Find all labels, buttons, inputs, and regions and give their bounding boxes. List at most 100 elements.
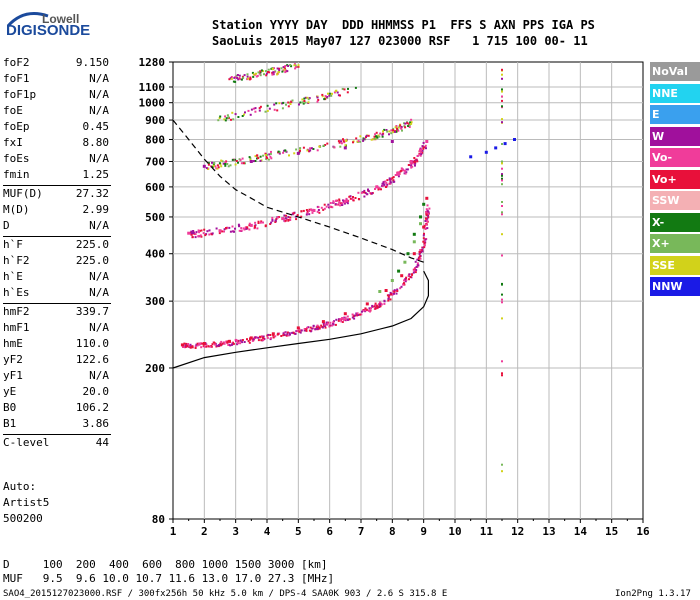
echo-point <box>292 212 295 215</box>
x-tick-label: 16 <box>636 525 650 538</box>
echo-point <box>258 107 261 110</box>
param-row: B0 106.2 <box>3 401 109 417</box>
echo-point <box>189 343 192 346</box>
echo-point <box>309 326 312 329</box>
series-point-vo- <box>425 140 429 143</box>
echo-point <box>221 230 224 233</box>
echo-point <box>192 232 195 234</box>
echo-point <box>196 342 199 345</box>
echo-point <box>377 134 380 137</box>
echo-point <box>204 234 207 237</box>
param-row: h`E N/A <box>3 270 109 286</box>
echo-point <box>303 328 306 330</box>
param-value: N/A <box>89 270 109 283</box>
echo-point <box>312 148 315 150</box>
echo-point <box>349 197 352 200</box>
echo-point <box>218 162 221 165</box>
x-tick-label: 1 <box>170 525 177 538</box>
echo-point <box>232 80 235 83</box>
echo-point <box>259 221 262 224</box>
echo-point <box>293 64 296 67</box>
echo-point <box>408 278 410 281</box>
scatter-noise-point <box>501 105 503 108</box>
echo-point <box>419 249 422 251</box>
echo-point <box>259 155 262 158</box>
echo-point <box>422 240 425 243</box>
echo-point <box>256 157 258 160</box>
echo-point <box>403 279 405 282</box>
echo-point <box>257 336 260 339</box>
echo-point <box>340 140 342 143</box>
echo-point <box>346 91 349 94</box>
echo-point <box>385 182 388 184</box>
echo-point <box>343 316 346 319</box>
series-point-vo- <box>218 229 222 233</box>
echo-point <box>282 101 285 104</box>
param-name: M(D) <box>3 203 30 216</box>
echo-point <box>352 199 355 202</box>
echo-point <box>422 237 425 240</box>
scatter-noise-point <box>501 173 503 176</box>
auto-label: Auto: <box>3 480 37 493</box>
echo-point <box>187 343 190 345</box>
echo-point <box>403 125 406 128</box>
echo-point <box>246 226 249 229</box>
echo-point <box>238 74 241 77</box>
echo-point <box>228 78 231 81</box>
echo-point <box>328 94 331 97</box>
echo-point <box>266 104 269 107</box>
echo-point <box>198 343 201 346</box>
echo-point <box>272 68 274 71</box>
echo-point <box>260 220 263 223</box>
echo-point <box>344 318 347 321</box>
echo-point <box>326 322 329 325</box>
echo-point <box>214 165 217 168</box>
echo-point <box>240 162 243 165</box>
param-value: N/A <box>89 104 109 117</box>
echo-point <box>421 145 424 148</box>
echo-point <box>259 74 262 77</box>
scatter-noise-point <box>501 162 503 165</box>
echo-point <box>408 126 411 128</box>
echo-point <box>378 301 381 304</box>
legend-item-nne: NNE <box>650 83 700 103</box>
echo-point <box>280 67 283 70</box>
echo-point <box>311 211 314 214</box>
echo-point <box>205 167 208 170</box>
echo-point <box>320 206 323 209</box>
echo-point <box>254 107 257 110</box>
echo-point <box>339 94 341 97</box>
echo-point <box>260 339 263 342</box>
param-row: yF2 122.6 <box>3 353 109 369</box>
echo-point <box>208 229 211 232</box>
echo-point <box>352 314 355 317</box>
echo-point <box>383 128 386 131</box>
param-name: foF1 <box>3 72 30 85</box>
x-tick-label: 9 <box>420 525 427 538</box>
echo-point <box>374 302 377 305</box>
scatter-noise-point <box>501 177 503 180</box>
echo-point <box>275 218 278 220</box>
echo-point <box>216 344 219 347</box>
legend-item-vo-: Vo+ <box>650 169 700 189</box>
echo-point <box>284 65 287 67</box>
echo-point <box>215 167 218 170</box>
echo-point <box>203 228 206 231</box>
echo-point <box>410 164 413 167</box>
echo-point <box>264 152 267 155</box>
y-tick-label: 200 <box>145 362 165 375</box>
scatter-noise-point <box>501 213 503 216</box>
param-value: 106.2 <box>75 401 109 414</box>
echo-point <box>249 113 252 116</box>
echo-point <box>414 271 417 274</box>
echo-point <box>309 147 312 150</box>
echo-point <box>287 101 290 104</box>
echo-point <box>308 97 311 100</box>
echo-point <box>321 95 324 98</box>
echo-point <box>365 134 368 137</box>
echo-point <box>190 233 193 236</box>
echo-point <box>381 184 384 187</box>
scatter-noise-point <box>501 68 503 71</box>
echo-point <box>394 126 397 129</box>
echo-point <box>334 90 337 93</box>
